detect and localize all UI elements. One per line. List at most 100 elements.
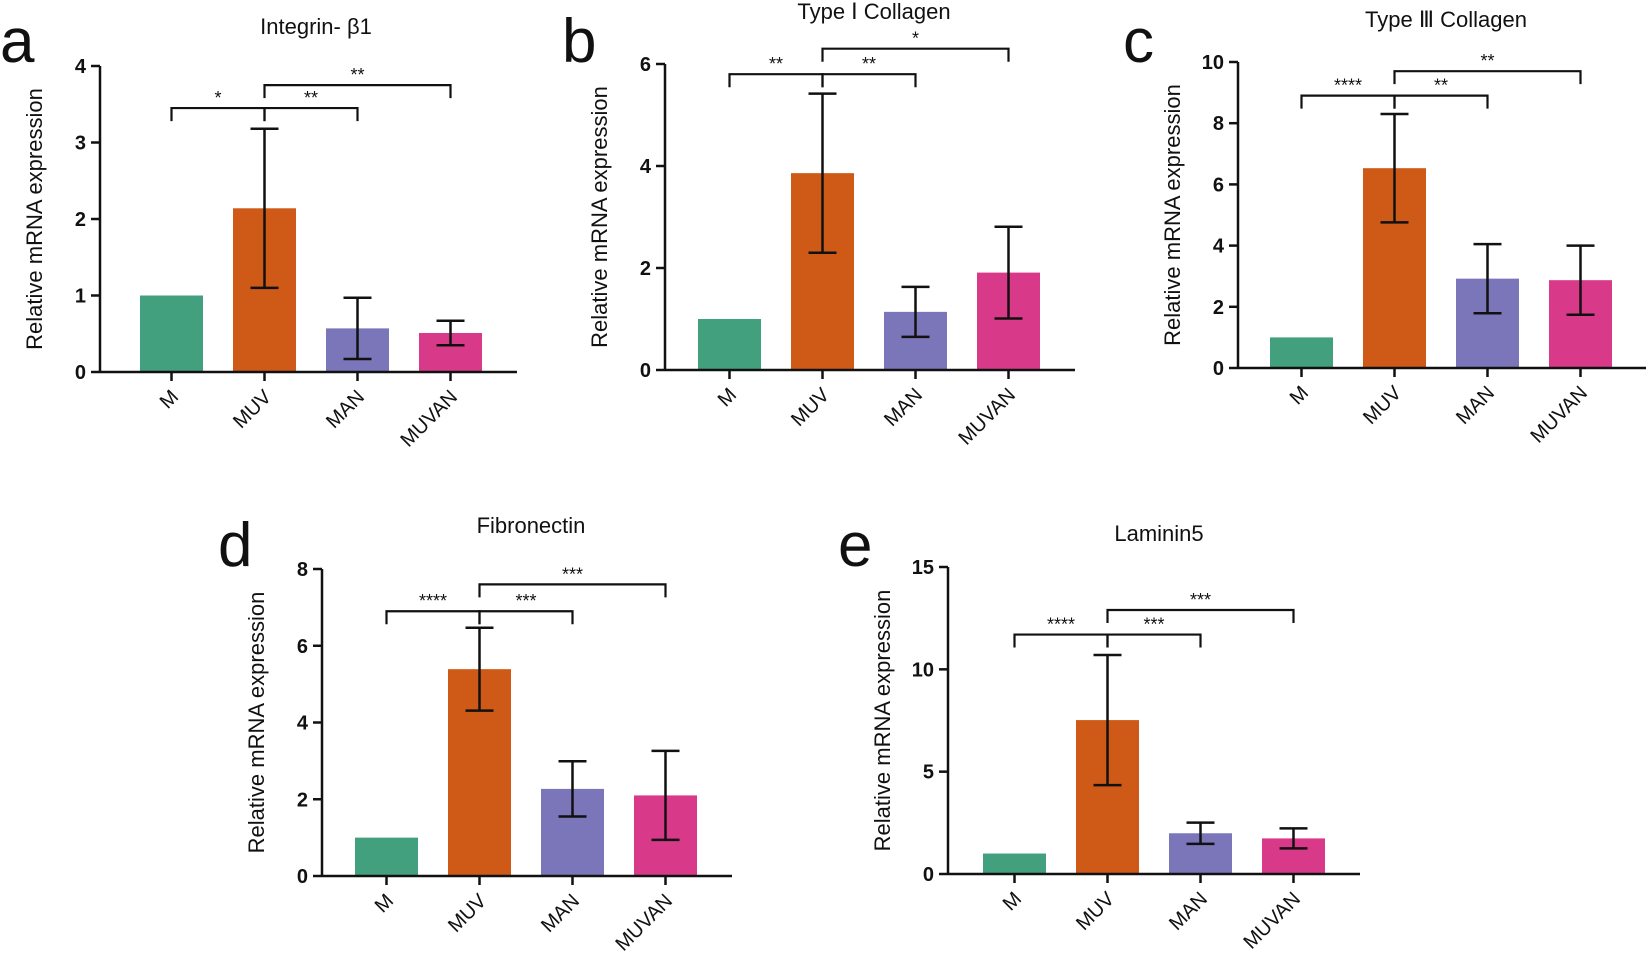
y-tick-label: 10 — [1202, 52, 1224, 74]
panel-letter: e — [838, 511, 872, 580]
error-bar-MUV — [250, 127, 279, 290]
bracket-line — [385, 610, 481, 625]
x-tick-label: MUV — [787, 384, 834, 431]
y-tick-label: 6 — [1213, 174, 1224, 196]
y-tick-label: 0 — [640, 360, 651, 382]
error-bar-MAN — [558, 760, 587, 818]
y-tick-label: 4 — [1213, 236, 1225, 258]
bracket-line — [478, 610, 574, 625]
bracket-line — [1013, 633, 1109, 648]
significance-label: *** — [515, 591, 536, 611]
x-tick-label: M — [714, 384, 741, 411]
chart-title: Integrin- β1 — [260, 14, 372, 39]
significance-bracket — [1106, 633, 1202, 648]
bracket-line — [821, 47, 1010, 62]
error-bar-MUVAN — [651, 749, 680, 842]
chart-title: Laminin5 — [1114, 521, 1203, 546]
error-bar-MAN — [343, 296, 372, 361]
bracket-line — [478, 583, 667, 598]
bracket-line — [263, 106, 359, 122]
x-tick-label: M — [1286, 382, 1313, 409]
bar-M — [698, 319, 761, 370]
significance-bracket — [1393, 94, 1489, 109]
y-tick-label: 6 — [640, 54, 651, 76]
chart-title: Type Ⅲ Collagen — [1365, 7, 1527, 32]
error-bar-MUV — [1380, 112, 1409, 224]
error-bar-MUV — [465, 626, 494, 712]
significance-bracket — [728, 73, 824, 88]
significance-bracket — [821, 47, 1010, 62]
x-tick-label: MAN — [880, 384, 927, 431]
x-tick-label: MUVAN — [1239, 888, 1305, 954]
significance-label: * — [912, 29, 919, 49]
significance-bracket — [1106, 608, 1295, 623]
error-bar-MUVAN — [994, 225, 1023, 320]
bracket-line — [1393, 70, 1582, 85]
panel-e: e Laminin5 Relative mRNA expression 0 5 10 15 M… — [838, 511, 1360, 954]
panel-d: d Fibronectin Relative mRNA expression 0 2 4 6… — [218, 511, 732, 956]
bar-M — [1270, 337, 1333, 368]
panel-b: b Type Ⅰ Collagen Relative mRNA expression… — [562, 0, 1075, 450]
y-tick-label: 8 — [1213, 113, 1224, 135]
x-tick-label: M — [156, 386, 183, 413]
y-tick-label: 4 — [297, 713, 309, 735]
y-tick-label: 10 — [912, 659, 934, 681]
error-bar-MUVAN — [436, 319, 465, 347]
significance-label: ** — [1434, 76, 1448, 96]
y-tick-label: 0 — [297, 866, 308, 888]
y-tick-label: 2 — [640, 258, 651, 280]
y-tick-label: 5 — [923, 762, 934, 784]
chart-title: Type Ⅰ Collagen — [797, 0, 950, 24]
significance-label: ** — [1480, 51, 1494, 71]
y-tick-label: 6 — [297, 636, 308, 658]
y-tick-label: 15 — [912, 557, 934, 579]
significance-label: *** — [562, 564, 583, 584]
x-tick-label: MAN — [1165, 888, 1212, 935]
significance-label: ** — [350, 65, 364, 85]
significance-bracket — [1013, 633, 1109, 648]
y-axis-label: Relative mRNA expression — [1160, 84, 1185, 346]
error-bar-MUVAN — [1566, 244, 1595, 317]
error-bar-MAN — [1186, 821, 1215, 846]
panel-a: a Integrin- β1 Relative mRNA expression 0 1 2… — [0, 7, 517, 452]
x-tick-label: MUV — [1359, 382, 1406, 429]
error-bar-MAN — [1473, 242, 1502, 315]
x-tick-label: MAN — [1452, 382, 1499, 429]
significance-label: *** — [1190, 590, 1211, 610]
y-tick-label: 8 — [297, 559, 308, 581]
x-tick-label: M — [999, 888, 1026, 915]
significance-label: * — [214, 88, 221, 108]
y-axis-label: Relative mRNA expression — [587, 86, 612, 348]
bar-M — [355, 837, 418, 876]
y-axis-label: Relative mRNA expression — [22, 88, 47, 350]
significance-bracket — [263, 84, 452, 99]
x-tick-label: MUVAN — [1526, 382, 1592, 448]
significance-label: *** — [1143, 615, 1164, 635]
bracket-line — [263, 84, 452, 99]
panel-letter: c — [1123, 7, 1154, 76]
significance-bracket — [821, 73, 917, 88]
y-tick-label: 0 — [923, 864, 934, 886]
significance-label: **** — [419, 591, 447, 611]
bracket-line — [728, 73, 824, 88]
significance-label: ** — [304, 88, 318, 108]
bracket-line — [1106, 633, 1202, 648]
bracket-line — [1393, 94, 1489, 109]
significance-label: ** — [769, 54, 783, 74]
significance-bracket — [1393, 70, 1582, 85]
significance-bracket — [385, 610, 481, 625]
bar-M — [983, 853, 1046, 874]
significance-label: **** — [1047, 615, 1075, 635]
x-tick-label: M — [371, 890, 398, 917]
y-tick-label: 2 — [75, 209, 86, 231]
x-tick-label: MAN — [322, 386, 369, 433]
panel-letter: b — [562, 7, 596, 76]
significance-bracket — [478, 583, 667, 598]
bracket-line — [170, 106, 266, 122]
x-tick-label: MUV — [1072, 888, 1119, 935]
error-bar-MUV — [1093, 653, 1122, 787]
bracket-line — [821, 73, 917, 88]
x-tick-label: MUV — [444, 890, 491, 937]
panel-letter: d — [218, 511, 252, 580]
